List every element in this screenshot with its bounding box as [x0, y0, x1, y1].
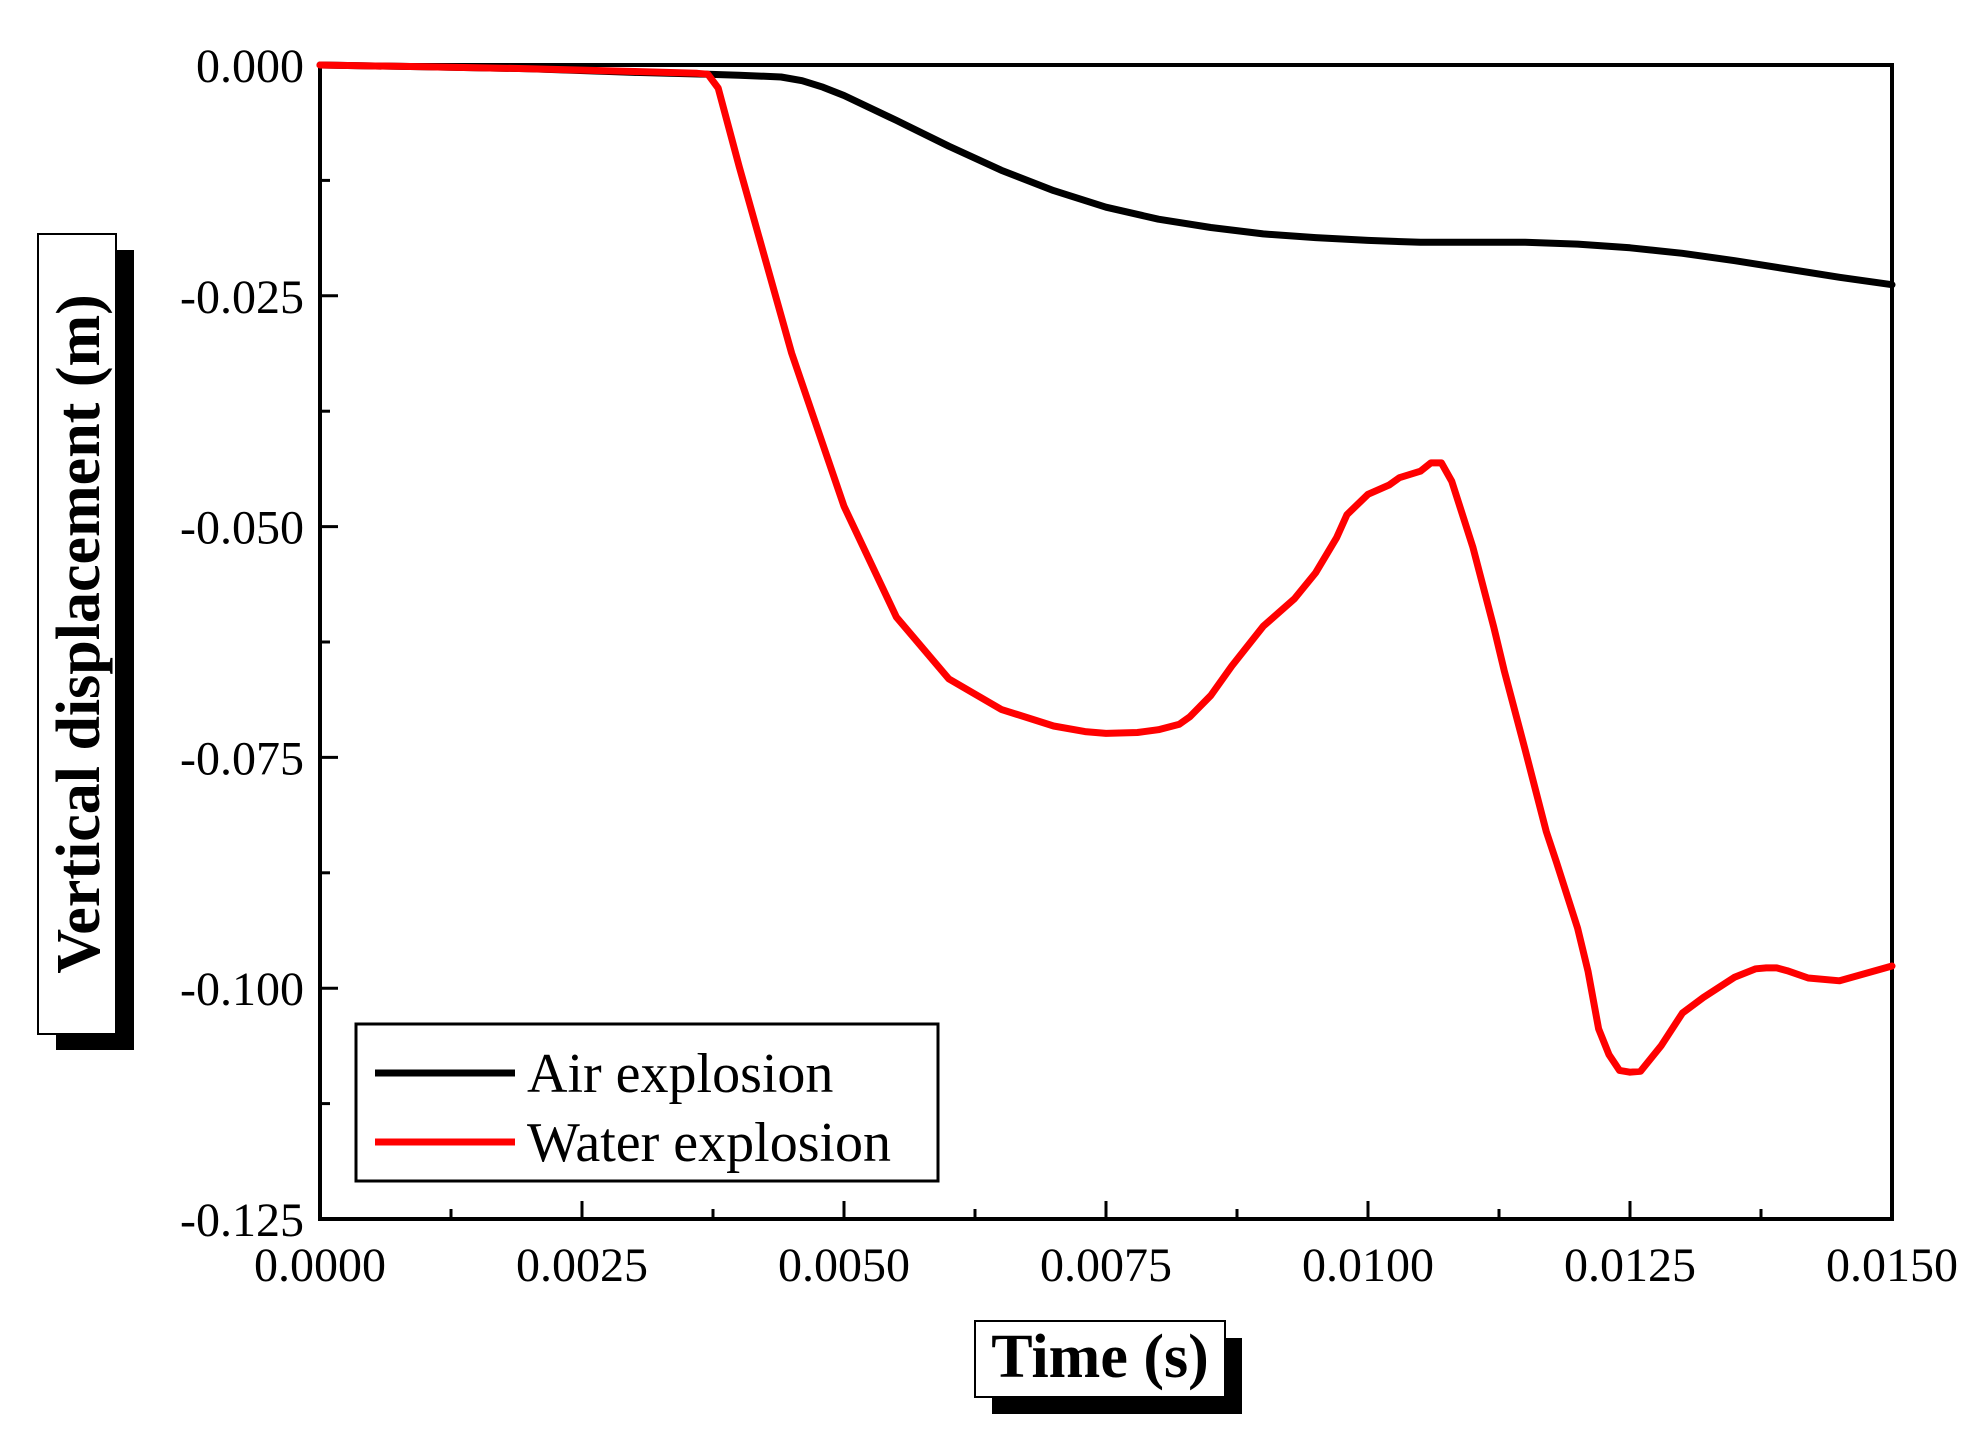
y-axis-tick-labels: 0.000 -0.025 -0.050 -0.075 -0.100 -0.125 — [180, 40, 304, 1247]
x-tick-label: 0.0025 — [516, 1239, 648, 1292]
legend-box — [354, 1022, 940, 1183]
x-tick-label: 0.0100 — [1302, 1239, 1434, 1292]
series-lines — [316, 61, 1896, 1076]
x-axis-tick-labels: 0.0000 0.0025 0.0050 0.0075 0.0100 0.0125 0.01… — [254, 1239, 1958, 1292]
x-tick-label: 0.0000 — [254, 1239, 386, 1292]
legend-label-water-explosion: Water explosion — [527, 1112, 891, 1174]
series-line-air-explosion — [316, 61, 1896, 289]
legend: Air explosion Water explosion — [354, 1022, 940, 1183]
y-tick-label: -0.125 — [180, 1194, 304, 1247]
x-tick-label: 0.0125 — [1564, 1239, 1696, 1292]
x-axis-title: Time (s) — [991, 1323, 1209, 1391]
x-tick-label: 0.0150 — [1826, 1239, 1958, 1292]
y-tick-label: -0.050 — [180, 502, 304, 555]
x-axis-title-box: Time (s) — [974, 1320, 1242, 1414]
x-tick-label: 0.0075 — [1040, 1239, 1172, 1292]
legend-label-air-explosion: Air explosion — [527, 1043, 833, 1105]
x-tick-label: 0.0050 — [778, 1239, 910, 1292]
y-axis-title-box: Vertical displacement (m) — [37, 233, 134, 1050]
y-axis-title: Vertical displacement (m) — [45, 294, 113, 974]
x-axis-ticks — [318, 1201, 1894, 1219]
series-line-water-explosion — [316, 61, 1896, 1076]
y-axis-title-frame — [37, 233, 117, 1035]
y-tick-label: -0.100 — [180, 963, 304, 1016]
y-axis-ticks — [320, 63, 338, 1221]
y-tick-label: 0.000 — [196, 40, 304, 93]
x-axis-title-frame — [974, 1320, 1226, 1398]
y-tick-label: -0.075 — [180, 732, 304, 785]
y-tick-label: -0.025 — [180, 271, 304, 324]
